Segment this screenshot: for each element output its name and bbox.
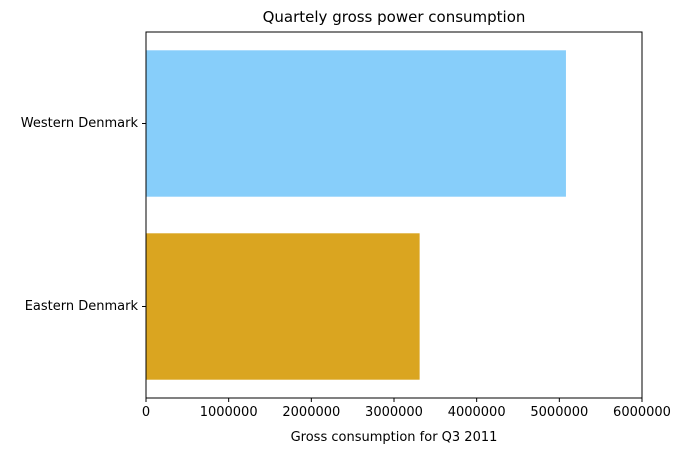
x-tick-label: 4000000 — [448, 405, 506, 420]
bar-western-denmark — [146, 50, 566, 197]
y-tick-label: Eastern Denmark — [25, 299, 139, 314]
x-tick-label: 2000000 — [282, 405, 340, 420]
x-tick-label: 5000000 — [530, 405, 588, 420]
x-axis-ticks: 0 1000000 2000000 3000000 4000000 5000000 6000… — [142, 398, 671, 420]
bar-eastern-denmark — [146, 233, 420, 380]
x-tick-label: 0 — [142, 405, 150, 420]
x-tick-label: 3000000 — [365, 405, 423, 420]
y-tick-label: Western Denmark — [21, 116, 139, 131]
y-axis-ticks: Western Denmark Eastern Denmark — [21, 116, 146, 314]
x-tick-label: 1000000 — [200, 405, 258, 420]
x-axis-label: Gross consumption for Q3 2011 — [291, 430, 498, 445]
bars-group — [146, 50, 566, 380]
chart-title: Quartely gross power consumption — [263, 8, 526, 26]
x-tick-label: 6000000 — [613, 405, 671, 420]
